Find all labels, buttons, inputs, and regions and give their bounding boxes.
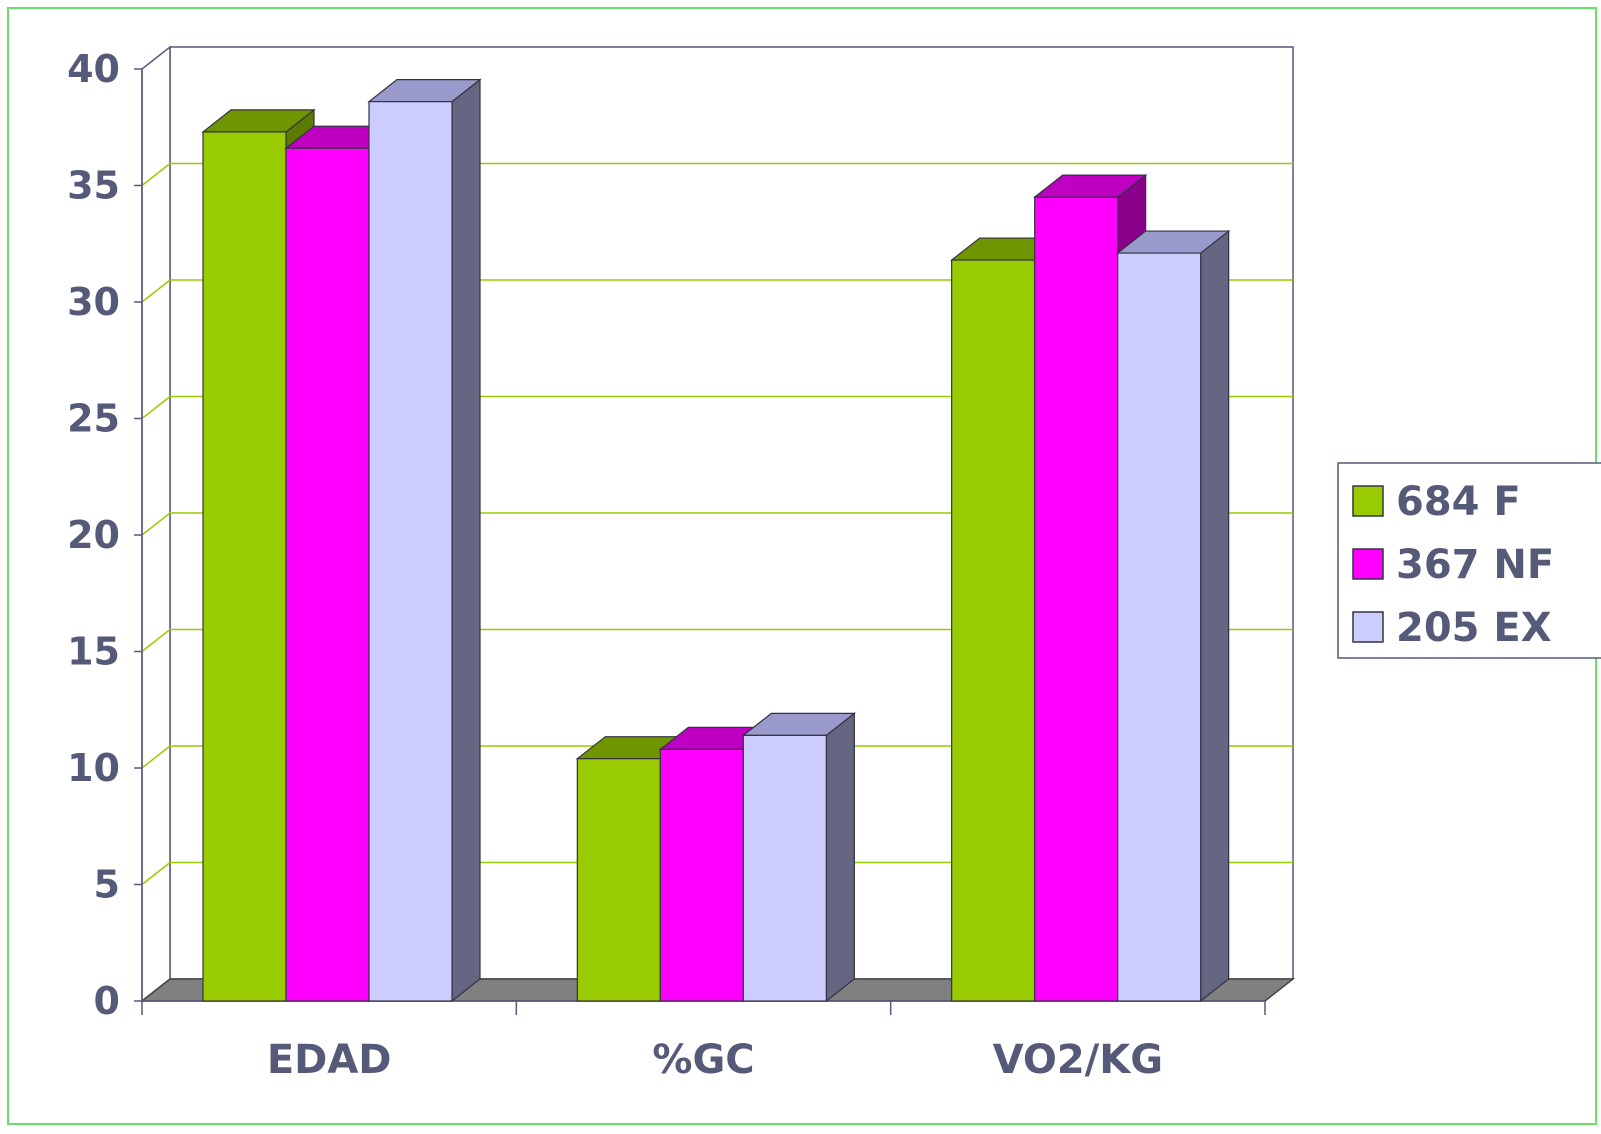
bar-front (285, 147, 370, 1002)
bar (367, 78, 482, 1003)
y-tick-label: 30 (67, 280, 120, 324)
x-tick-label: %GC (652, 1037, 754, 1083)
y-tick-labels: 0 5 10 15 20 25 30 35 40 (67, 47, 120, 1023)
y-tick-label: 10 (67, 746, 120, 790)
legend-swatch (1352, 548, 1384, 580)
bar-front (202, 131, 287, 1002)
bar-front (576, 758, 661, 1002)
legend-swatch (1352, 485, 1384, 517)
bar-front (951, 259, 1036, 1002)
x-tick-label: VO2/KG (993, 1037, 1164, 1083)
legend-label: 367 NF (1396, 542, 1554, 588)
gridline-side (141, 279, 171, 303)
y-tick-label: 20 (67, 513, 120, 557)
gridline-side (141, 628, 171, 653)
gridline-side (141, 512, 171, 536)
y-tick-label: 0 (94, 979, 120, 1023)
legend: 684 F 367 NF 205 EX (1337, 462, 1601, 659)
bar-front (368, 101, 453, 1002)
bar-side (1200, 229, 1230, 1003)
bar (1115, 229, 1231, 1003)
x-tick-label: EDAD (267, 1037, 392, 1083)
y-tick-label: 5 (94, 863, 120, 907)
bar-front (659, 748, 744, 1002)
bar-front (1117, 252, 1202, 1002)
gridline-side (141, 162, 171, 187)
x-tick-labels: EDAD %GC VO2/KG (267, 1037, 1163, 1083)
gridline-side (141, 745, 171, 769)
bar-side (825, 712, 855, 1003)
gridline-side (141, 395, 171, 420)
gridline-side (141, 861, 171, 886)
legend-swatch (1352, 611, 1384, 643)
bar-front (1034, 196, 1119, 1002)
legend-label: 205 EX (1396, 605, 1552, 651)
bars (201, 78, 1231, 1003)
y-tick-label: 15 (67, 630, 120, 674)
y-tick-label: 35 (67, 164, 120, 208)
bar-side (451, 78, 481, 1003)
legend-label: 684 F (1396, 479, 1521, 525)
bar-front (742, 734, 827, 1002)
y-tick-label: 25 (67, 397, 120, 441)
bar (741, 712, 857, 1003)
y-tick-label: 40 (67, 47, 120, 91)
